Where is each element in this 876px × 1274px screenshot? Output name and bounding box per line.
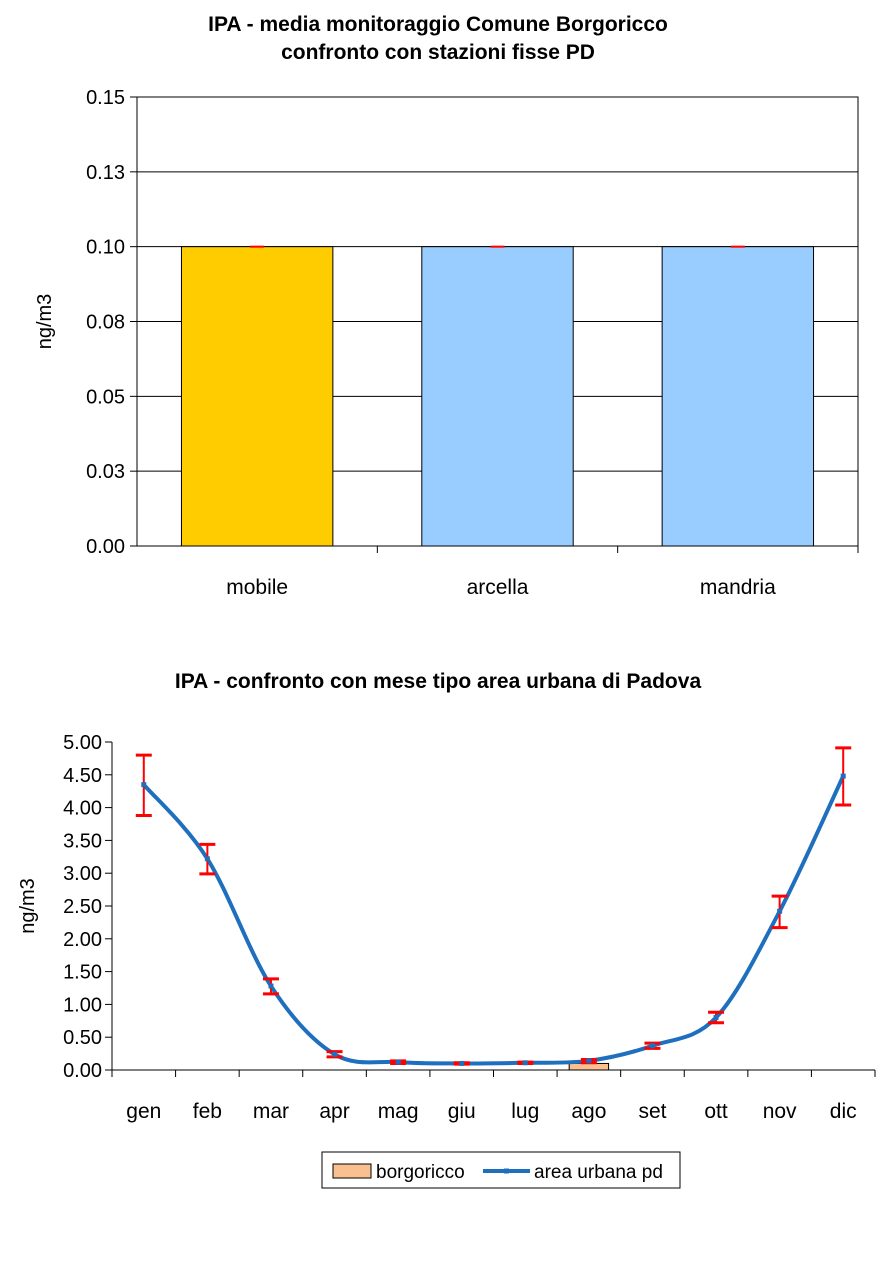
line-point [586,1058,592,1064]
bar [661,246,815,547]
line-point [204,856,210,862]
line-point [777,908,783,914]
chart2-title: IPA - confronto con mese tipo area urban… [174,670,702,693]
y-tick-label: 0.10 [86,237,125,259]
line-point [459,1060,465,1066]
line-point [840,773,846,779]
x-tick-label: ago [571,1100,606,1123]
x-tick-label: dic [830,1100,857,1123]
x-tick-label: nov [763,1100,797,1123]
x-tick-label: mobile [226,576,288,599]
x-tick-label: mandria [700,576,776,599]
y-tick-label: 1.50 [63,962,102,984]
y-tick-label: 0.15 [86,87,125,109]
x-tick-label: giu [448,1100,476,1123]
line-point [395,1059,401,1065]
x-tick-label: ott [704,1100,728,1123]
y-tick-label: 0.00 [86,536,125,558]
y-tick-label: 0.05 [86,386,125,408]
legend-marker-area-urbana-pd [504,1168,509,1174]
line-point [522,1060,528,1066]
y-tick-label: 0.00 [63,1060,102,1082]
line-point [268,983,274,989]
legend-swatch-borgoricco [332,1163,372,1179]
y-tick-label: 2.50 [63,896,102,918]
y-tick-label: 4.50 [63,765,102,787]
legend: borgoricco area urbana pd [321,1151,681,1189]
x-tick-label: arcella [467,576,529,599]
bar-borgoricco [568,1062,610,1071]
y-tick-label: 5.00 [63,732,102,754]
line-point [713,1015,719,1021]
y-tick-label: 0.13 [86,162,125,184]
y-tick-label: 3.00 [63,863,102,885]
x-tick-label: gen [126,1100,161,1123]
line-point [649,1043,655,1049]
x-tick-label: lug [511,1100,539,1123]
x-tick-label: feb [193,1100,222,1123]
x-tick-label: apr [319,1100,349,1123]
y-tick-label: 0.50 [63,1027,102,1049]
y-axis-label: ng/m3 [17,878,39,934]
y-tick-label: 2.00 [63,929,102,951]
bar [421,246,574,547]
chart1-title-line2: confronto con stazioni fisse PD [281,41,595,64]
y-tick-label: 0.03 [86,461,125,483]
y-axis-label: ng/m3 [34,294,56,350]
legend-label-area-urbana-pd: area urbana pd [534,1162,663,1183]
y-tick-label: 0.08 [86,312,125,334]
legend-label-borgoricco: borgoricco [376,1162,465,1183]
chart1-bar-chart: 0.15 0.13 0.10 0.08 0.05 0.03 0.00 mobile arcell… [34,87,859,599]
x-tick-label: mar [253,1100,289,1123]
x-tick-label: set [638,1100,666,1123]
y-tick-label: 1.00 [63,994,102,1016]
line-point [332,1051,338,1057]
chart1-title-line1: IPA - media monitoraggio Comune Borgoric… [208,13,668,36]
x-tick-label: mag [378,1100,419,1123]
bar [180,246,334,547]
y-tick-label: 4.00 [63,798,102,820]
line-point [141,782,147,788]
y-tick-label: 3.50 [63,830,102,852]
line-area-urbana-pd [142,775,846,1066]
